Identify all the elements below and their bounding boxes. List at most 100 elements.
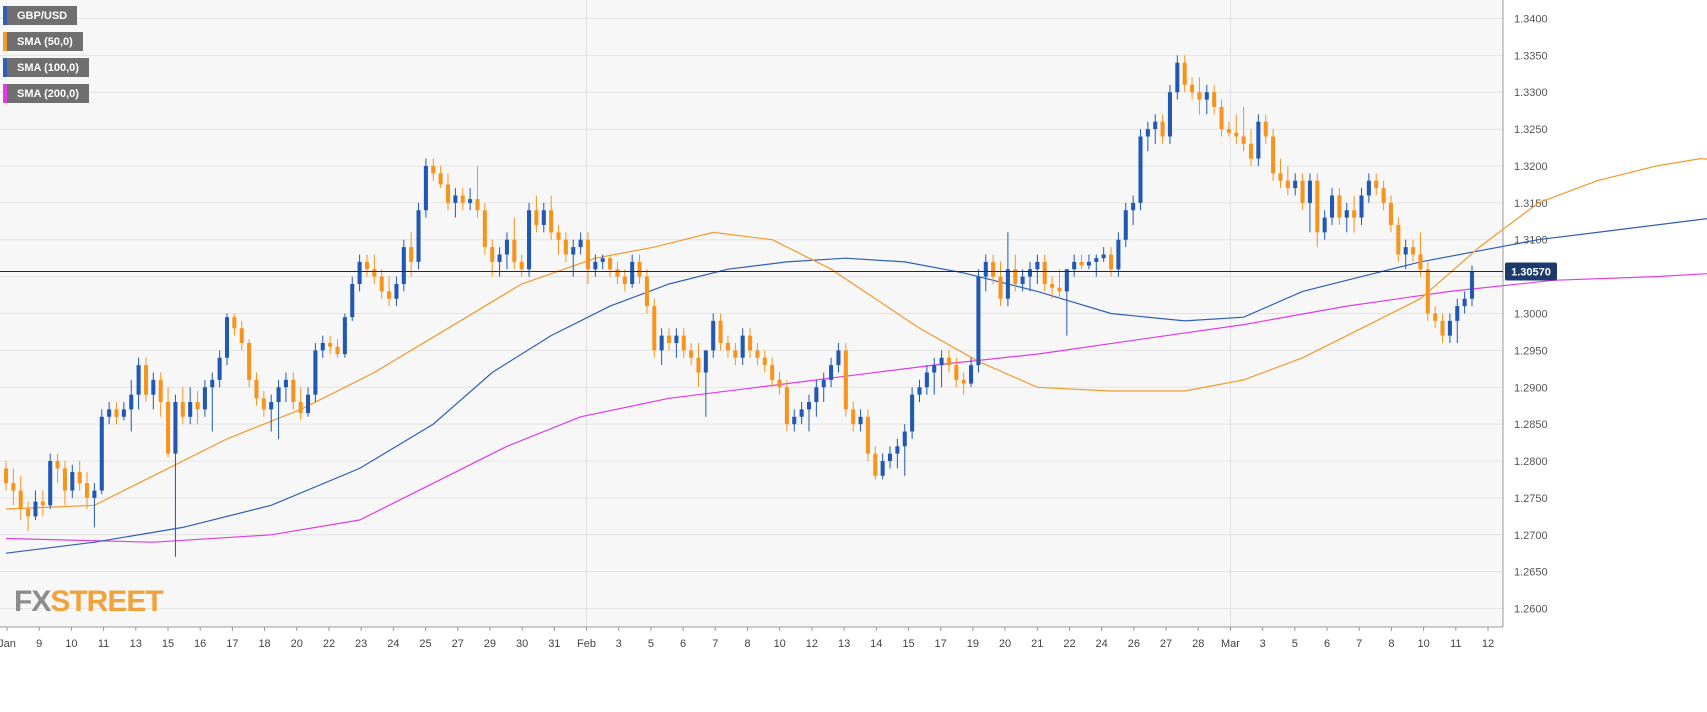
candle-body (254, 379, 259, 399)
candle-body (1204, 92, 1209, 100)
candle-body (1337, 195, 1342, 218)
candle-body (1278, 173, 1283, 181)
x-tick-label: 20 (291, 638, 303, 650)
candle-body (689, 350, 694, 358)
y-tick-label: 1.2950 (1514, 345, 1548, 357)
legend-swatch-gbpusd (3, 6, 7, 25)
candle-body (1212, 92, 1217, 107)
candle-body (1411, 247, 1416, 255)
x-tick-label: 11 (98, 638, 109, 650)
candle-body (608, 258, 613, 270)
last-price-label: 1.30570 (1511, 266, 1551, 278)
candle-body (1359, 195, 1364, 218)
candle-body (1381, 188, 1386, 203)
candle-body (129, 394, 134, 410)
candle-body (711, 320, 716, 351)
candle-body (1418, 254, 1423, 270)
candle-body (239, 328, 244, 344)
candle-body (1131, 202, 1136, 211)
candle-body (48, 461, 53, 506)
candle-body (1013, 269, 1018, 284)
legend-swatch-sma50 (3, 32, 7, 51)
candle-body (696, 357, 701, 373)
legend-label-gbpusd: GBP/USD (17, 9, 68, 22)
candle-body (1352, 210, 1357, 218)
candle-body (1153, 121, 1158, 130)
x-tick-label: 17 (935, 638, 947, 650)
candle-body (364, 261, 370, 270)
candle-body (733, 350, 738, 358)
candle-body (630, 261, 635, 284)
x-tick-label: 23 (355, 638, 367, 650)
candle-body (998, 276, 1003, 299)
candle-body (33, 501, 38, 517)
candle-body (659, 335, 664, 351)
last-price-tag (1505, 262, 1557, 281)
y-tick-label: 1.3350 (1514, 50, 1548, 62)
candle-body (1219, 106, 1224, 130)
candle-body (1234, 132, 1239, 137)
candle-body (563, 239, 568, 255)
candle-body (379, 276, 384, 292)
candle-body (534, 210, 539, 225)
candle-body (821, 379, 826, 388)
candle-body (615, 269, 620, 277)
legend-label-sma50: SMA (50,0) (17, 35, 73, 48)
candle-body (556, 232, 561, 240)
candle-body (932, 365, 937, 373)
candle-body (910, 394, 915, 432)
x-tick-label: 12 (1482, 638, 1494, 650)
candle-body (85, 483, 90, 498)
candle-body (1315, 180, 1320, 233)
x-tick-label: 8 (1388, 638, 1394, 650)
fxstreet-logo: FXSTREET (14, 585, 163, 618)
x-tick-label: Jan (0, 638, 16, 650)
legend-item-sma200[interactable]: SMA (200,0) (3, 84, 89, 103)
candle-body (1440, 320, 1445, 336)
candle-body (806, 402, 812, 410)
x-tick-label: 6 (1324, 638, 1330, 650)
x-tick-label: 12 (806, 638, 818, 650)
legend-item-sma100[interactable]: SMA (100,0) (3, 58, 89, 77)
candle-body (26, 508, 31, 517)
candle-body (939, 357, 944, 366)
x-tick-label: 24 (1096, 638, 1108, 650)
candle-body (887, 453, 893, 462)
x-tick-label: 16 (194, 638, 206, 650)
candle-body (541, 210, 546, 225)
candle-body (320, 343, 325, 351)
candle-body (1175, 62, 1180, 93)
candle-body (445, 184, 451, 203)
candle-body (784, 387, 789, 425)
candle-body (475, 199, 480, 211)
candle-body (107, 409, 112, 417)
candle-body (11, 483, 16, 491)
y-tick-label: 1.2600 (1514, 604, 1548, 616)
candle-body (3, 468, 9, 484)
legend-item-gbpusd[interactable]: GBP/USD (3, 6, 78, 25)
x-tick-label: 13 (838, 638, 850, 650)
candle-body (718, 320, 723, 344)
candle-body (703, 350, 708, 373)
y-tick-label: 1.2750 (1514, 493, 1548, 505)
candle-body (858, 416, 863, 425)
candle-body (652, 306, 657, 351)
x-tick-label: 10 (1417, 638, 1429, 650)
candle-body (1197, 92, 1202, 100)
candle-body (622, 276, 627, 284)
candle-body (1042, 261, 1047, 284)
candle-body (217, 357, 222, 380)
candle-body (158, 379, 163, 403)
candle-body (976, 276, 981, 366)
candle-body (585, 239, 591, 270)
candle-body (924, 372, 929, 388)
legend-label-sma200: SMA (200,0) (17, 87, 79, 100)
candle-body (342, 317, 347, 355)
x-tick-label: 22 (1063, 638, 1075, 650)
x-tick-label: 5 (1292, 638, 1298, 650)
x-tick-label: Mar (1221, 638, 1240, 650)
candle-body (1086, 261, 1091, 266)
legend-item-sma50[interactable]: SMA (50,0) (3, 32, 83, 51)
candle-body (1462, 298, 1467, 307)
candle-body (644, 276, 649, 307)
